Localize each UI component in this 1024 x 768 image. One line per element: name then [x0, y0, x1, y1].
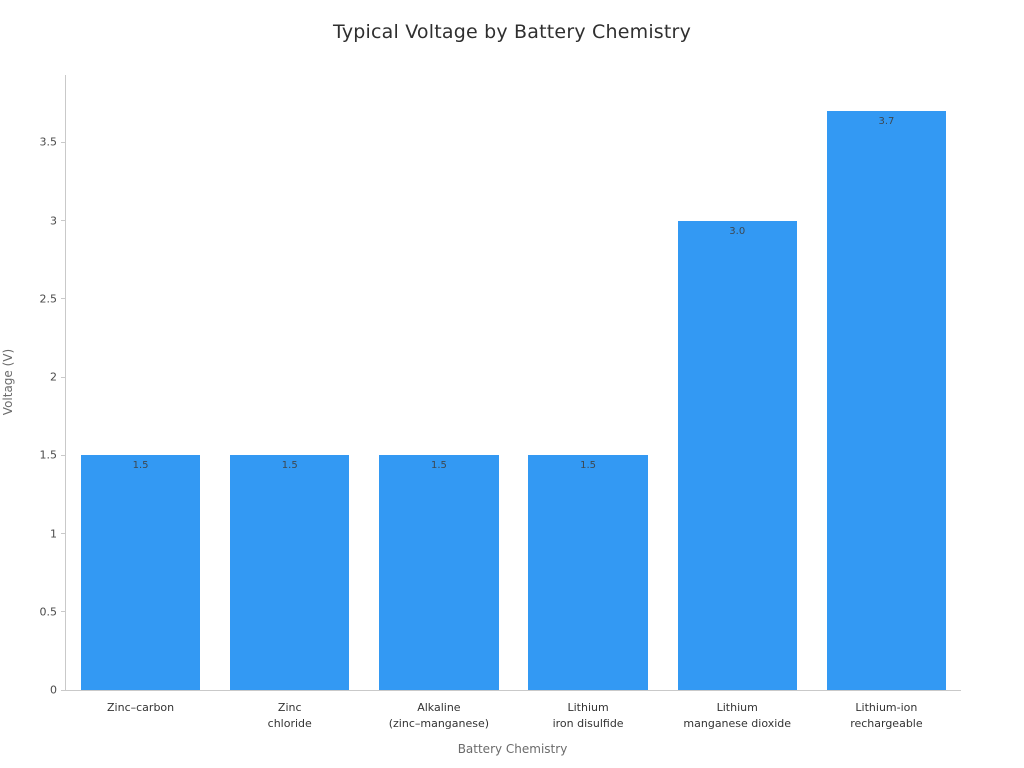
y-tick-mark — [61, 298, 66, 300]
bar-2: 1.5 — [230, 455, 350, 690]
x-tick-label: Lithium iron disulfide — [552, 701, 624, 730]
x-tick-label: Zinc chloride — [267, 701, 312, 730]
x-tick-label: Lithium-ion rechargeable — [850, 701, 923, 730]
y-tick-label: 2.5 — [39, 292, 58, 306]
bar-1: 1.5 — [80, 455, 201, 690]
y-tick-label: 1.5 — [39, 448, 58, 462]
x-axis-title: Battery Chemistry — [457, 742, 568, 756]
y-axis-title: Voltage (V) — [1, 348, 15, 416]
y-tick-mark — [61, 141, 66, 143]
bar-4: 1.5 — [528, 455, 648, 690]
x-tick-label: Zinc–carbon — [107, 701, 175, 714]
bar-5: 3.0 — [677, 220, 797, 690]
x-tick-label: Alkaline (zinc–manganese) — [388, 701, 490, 730]
y-tick-label: 2 — [50, 370, 57, 384]
y-tick-mark — [61, 220, 66, 222]
y-tick-mark — [61, 611, 66, 613]
y-tick-label: 0 — [50, 683, 57, 697]
bar-value-label: 1.5 — [281, 460, 298, 472]
chart-title: Typical Voltage by Battery Chemistry — [332, 21, 692, 43]
y-tick-label: 3 — [50, 214, 57, 228]
bar-value-label: 3.0 — [729, 225, 746, 237]
y-tick-mark — [61, 454, 66, 456]
y-tick-label: 3.5 — [39, 135, 58, 149]
bar-value-label: 1.5 — [132, 460, 149, 472]
plot-area: 0 0.5 1 1.5 2 2.5 3 3.5 1.5 Zinc–carbon 1.5 Zinc ch… — [40, 75, 961, 730]
bar-value-label: 3.7 — [878, 116, 895, 127]
y-tick-mark — [61, 533, 66, 534]
y-tick-mark — [61, 689, 66, 691]
bar-3: 1.5 — [379, 455, 499, 690]
y-tick-mark — [61, 376, 66, 378]
bar-value-label: 1.5 — [580, 460, 597, 472]
x-tick-label: Lithium manganese dioxide — [683, 701, 792, 730]
bar-value-label: 1.5 — [430, 460, 447, 472]
y-tick-label: 1 — [50, 527, 57, 540]
bar-6: 3.7 — [826, 111, 947, 690]
y-tick-label: 0.5 — [39, 605, 58, 619]
